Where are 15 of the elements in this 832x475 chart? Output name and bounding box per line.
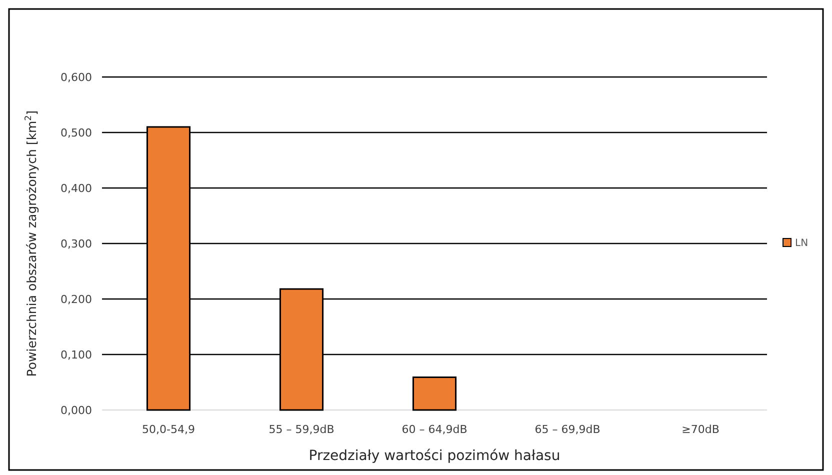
y-tick-label: 0,300	[60, 237, 92, 250]
x-tick-label: 65 – 69,9dB	[534, 423, 600, 436]
bar	[412, 376, 457, 411]
y-tick-label: 0,400	[60, 182, 92, 195]
y-tick-label: 0,200	[60, 292, 92, 306]
legend-label: LN	[795, 238, 808, 249]
x-tick-label: ≥70dB	[682, 423, 720, 436]
x-axis-title: Przedziały wartości pozimów hałasu	[308, 448, 560, 464]
y-tick-label: 0,500	[60, 126, 92, 140]
x-tick-label: 50,0-54,9	[142, 423, 195, 436]
y-tick-label: 0,000	[60, 404, 92, 417]
y-tick-label: 0,100	[60, 348, 92, 362]
x-tick-label: 55 – 59,9dB	[268, 423, 334, 436]
y-tick-label: 0,600	[60, 70, 92, 84]
x-tick-label: 60 – 64,9dB	[402, 423, 468, 436]
